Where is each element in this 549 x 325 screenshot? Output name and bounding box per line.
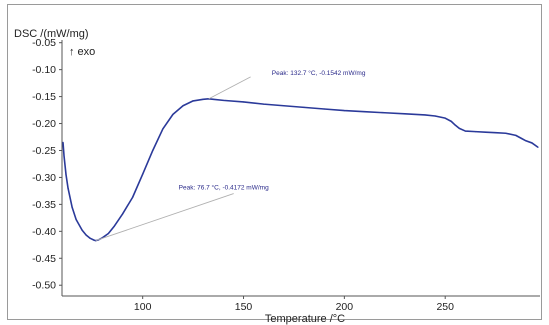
data-point (107, 232, 109, 235)
x-tick-label: 150 (235, 301, 253, 313)
data-point (75, 218, 77, 221)
data-point (474, 131, 477, 133)
data-point (537, 146, 539, 148)
data-point (113, 225, 116, 227)
data-point (458, 127, 460, 129)
data-point (323, 108, 325, 110)
peak-leader-line (208, 76, 251, 100)
dsc-curve (62, 98, 539, 242)
data-point (303, 106, 305, 108)
y-tick-label: -0.30 (32, 172, 56, 184)
chart-frame (7, 4, 542, 320)
data-point (525, 140, 527, 142)
y-tick-label: -0.20 (32, 118, 56, 130)
data-point (212, 98, 214, 100)
y-tick-label: -0.10 (32, 64, 56, 76)
data-point (71, 206, 73, 208)
data-point (65, 174, 67, 176)
data-point (172, 113, 174, 115)
data-point (521, 138, 523, 140)
data-point (495, 132, 497, 134)
peak-label-min: Peak: 76.7 °C, -0.4172 mW/mg (179, 184, 269, 192)
y-tick-label: -0.15 (32, 91, 56, 103)
data-point (343, 110, 345, 112)
data-point (121, 213, 124, 215)
data-point (263, 103, 265, 105)
data-point (162, 128, 164, 130)
x-tick-label: 250 (436, 301, 454, 313)
data-point (515, 134, 517, 136)
data-point (454, 124, 456, 126)
series-group (62, 98, 539, 242)
data-point (283, 105, 285, 107)
data-point (222, 99, 224, 101)
data-point (434, 115, 436, 117)
data-point (152, 149, 154, 152)
x-axis: 100 150 200 250 (62, 295, 540, 313)
y-tick-label: -0.50 (32, 280, 56, 292)
data-point (67, 187, 69, 189)
data-point (363, 111, 366, 113)
y-axis: -0.05 -0.10 -0.15 -0.20 -0.25 -0.30 -0.35 -0.40… (32, 37, 63, 296)
y-axis-title: DSC /(mW/mg) (14, 28, 89, 40)
data-point (142, 173, 144, 175)
y-tick-label: -0.40 (32, 226, 56, 238)
y-tick-label: -0.35 (32, 199, 56, 211)
data-point (93, 239, 95, 241)
data-point (81, 229, 83, 231)
data-point (384, 112, 386, 114)
exo-label: ↑ exo (69, 46, 95, 58)
data-point (464, 130, 466, 132)
peak-label-max: Peak: 132.7 °C, -0.1542 mW/mg (272, 69, 366, 77)
data-point (85, 234, 87, 236)
x-axis-title: Temperature /°C (265, 313, 345, 325)
data-point (182, 105, 184, 107)
y-tick-label: -0.05 (32, 37, 56, 49)
x-tick-label: 200 (336, 301, 354, 313)
data-point (202, 98, 204, 100)
data-point (450, 120, 452, 122)
data-point (484, 131, 487, 133)
y-tick-label: -0.25 (32, 145, 56, 157)
peak-leader-line (95, 193, 234, 242)
data-point (404, 113, 406, 115)
data-point (63, 155, 65, 157)
data-point (242, 101, 245, 103)
data-point (505, 132, 507, 134)
x-tick-label: 100 (134, 301, 152, 313)
annotations-group: Peak: 132.7 °C, -0.1542 mW/mg Peak: 76.7 … (95, 69, 366, 242)
data-point (62, 141, 64, 143)
y-tick-label: -0.45 (32, 253, 56, 265)
data-point (131, 196, 134, 198)
data-point (192, 100, 194, 102)
data-point (89, 237, 91, 239)
data-point (531, 142, 533, 144)
data-point (424, 114, 426, 116)
data-point (444, 117, 446, 119)
